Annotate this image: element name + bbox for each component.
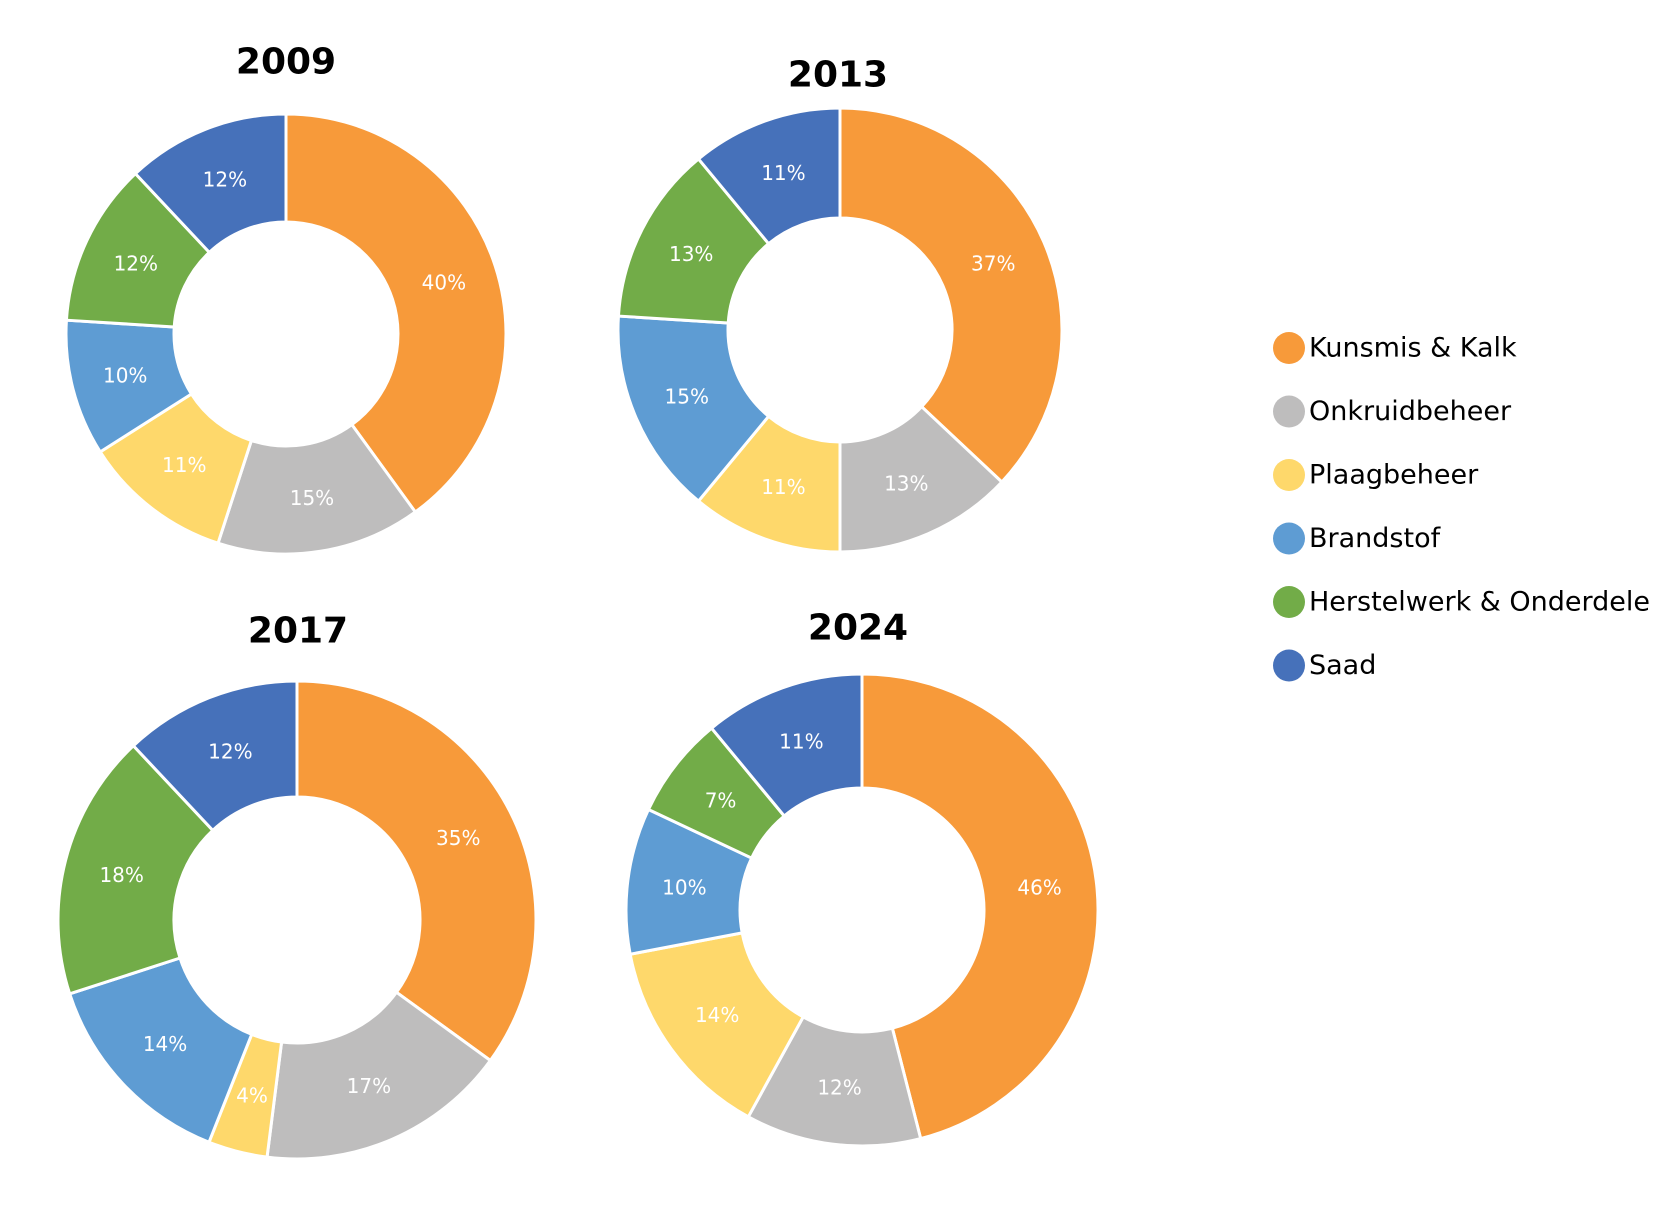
slice-saad [133, 112, 288, 254]
data-label: 11% [761, 475, 805, 499]
legend-marker [1273, 395, 1305, 428]
legend-marker [1273, 459, 1305, 491]
charts-layer: 2009 40% 15% 11% 10% 12% 12% 2013 37% 13% 11% 15% 13… [56, 42, 1100, 1161]
slice-kunsmis-and-kalk [838, 106, 1064, 484]
chart-title: 2024 [808, 608, 908, 649]
legend-marker [1273, 522, 1305, 555]
legend-item-saad: Saad [1273, 649, 1376, 682]
legend-item-onkruidbeheer: Onkruidbeheer [1273, 395, 1512, 428]
chart-title: 2009 [236, 42, 336, 83]
slice-brandstof [68, 956, 254, 1144]
slice-saad [696, 106, 842, 246]
slice-brandstof [616, 314, 771, 503]
legend-label: Kunsmis & Kalk [1309, 333, 1517, 364]
legend-marker [1273, 586, 1305, 618]
slice-saad [710, 672, 864, 818]
data-label: 46% [1017, 876, 1061, 900]
donut-chart-2017: 2017 35% 17% 4% 14% 18% 12% [56, 611, 538, 1161]
data-label: 37% [971, 252, 1015, 276]
data-label: 14% [695, 1003, 739, 1027]
slice-kunsmis-and-kalk [295, 679, 538, 1062]
legend-label: Saad [1309, 650, 1376, 681]
data-label: 18% [99, 863, 143, 887]
donut-chart-2024: 2024 46% 12% 14% 10% 7% 11% [624, 608, 1100, 1148]
legend-label: Onkruidbeheer [1309, 396, 1512, 427]
data-label: 14% [143, 1032, 187, 1056]
legend-label: Herstelwerk & Onderdele [1309, 587, 1650, 618]
data-label: 13% [669, 242, 713, 266]
slice-onkruidbeheer [216, 423, 417, 556]
data-label: 11% [779, 730, 823, 754]
data-label: 12% [208, 740, 252, 764]
slice-saad [131, 679, 299, 832]
data-label: 12% [114, 251, 158, 275]
data-label: 15% [665, 384, 709, 408]
data-label: 12% [817, 1076, 861, 1100]
legend-item-herstelwerk-and-onderdele: Herstelwerk & Onderdele [1273, 586, 1650, 618]
data-label: 15% [290, 486, 334, 510]
slice-herstelwerk-and-onderdele [56, 744, 215, 996]
data-label: 10% [662, 876, 706, 900]
data-label: 13% [884, 471, 928, 495]
legend-label: Plaagbeheer [1309, 460, 1479, 491]
data-label: 7% [705, 788, 737, 812]
data-label: 11% [761, 161, 805, 185]
legend-label: Brandstof [1309, 523, 1442, 554]
donut-chart-2009: 2009 40% 15% 11% 10% 12% 12% [64, 42, 508, 556]
legend-marker [1273, 649, 1305, 682]
slice-onkruidbeheer [265, 990, 492, 1161]
chart-title: 2013 [788, 55, 888, 96]
legend-item-plaagbeheer: Plaagbeheer [1273, 459, 1479, 491]
data-label: 4% [236, 1083, 268, 1107]
legend-item-kunsmis-and-kalk: Kunsmis & Kalk [1273, 332, 1517, 364]
chart-title: 2017 [248, 611, 348, 652]
slice-kunsmis-and-kalk [860, 672, 1100, 1141]
data-label: 12% [203, 168, 247, 192]
legend-marker [1273, 332, 1305, 364]
legend-item-brandstof: Brandstof [1273, 522, 1442, 555]
slice-kunsmis-and-kalk [284, 112, 508, 514]
data-label: 35% [436, 826, 480, 850]
slice-plaagbeheer [628, 931, 805, 1119]
data-label: 11% [162, 453, 206, 477]
donut-chart-2013: 2013 37% 13% 11% 15% 13% 11% [616, 55, 1064, 554]
legend: Kunsmis & Kalk Onkruidbeheer Plaagbeheer Br… [1273, 332, 1650, 682]
data-label: 40% [422, 271, 466, 295]
data-label: 17% [347, 1074, 391, 1098]
data-label: 10% [103, 363, 147, 387]
